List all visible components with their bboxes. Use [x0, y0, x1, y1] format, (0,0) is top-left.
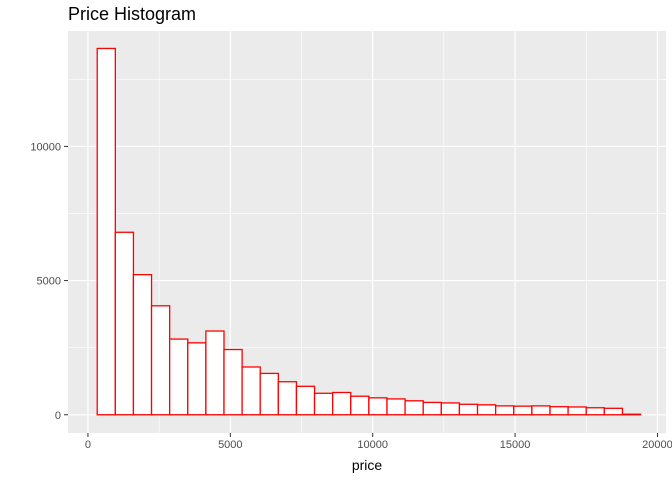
histogram-bar: [495, 405, 515, 416]
histogram-bar: [368, 397, 388, 416]
histogram-bar: [150, 305, 171, 416]
chart-title: Price Histogram: [68, 4, 197, 24]
histogram-bar: [114, 231, 135, 416]
x-axis-title: price: [352, 457, 383, 473]
y-tick-label: 0: [55, 410, 61, 422]
histogram-bar: [404, 400, 424, 416]
histogram-bar: [313, 392, 334, 416]
histogram-bar: [513, 405, 533, 416]
x-tick-label: 20000: [642, 439, 672, 451]
histogram-bar: [567, 406, 587, 416]
histogram-bar: [476, 404, 497, 416]
histogram-bar: [332, 391, 352, 416]
x-tick-label: 5000: [218, 439, 242, 451]
histogram-bars: [96, 47, 642, 416]
histogram-bar: [205, 330, 225, 416]
histogram-bar: [458, 403, 479, 416]
x-tick-label: 0: [85, 439, 91, 451]
histogram-bar: [585, 407, 605, 416]
histogram-bar: [96, 47, 116, 416]
histogram-bar: [132, 274, 153, 416]
x-tick-label: 15000: [500, 439, 531, 451]
histogram-bar: [603, 407, 624, 416]
histogram-bar: [422, 401, 442, 416]
histogram-bar: [223, 348, 243, 416]
histogram-bar: [440, 402, 461, 416]
y-axis: 0 5000 10000: [30, 141, 68, 422]
y-tick-label: 5000: [37, 276, 61, 288]
histogram-bar: [350, 395, 370, 416]
y-tick-label: 10000: [30, 141, 61, 153]
histogram-bar: [386, 398, 406, 416]
histogram-bar: [621, 413, 642, 416]
histogram-bar: [241, 366, 261, 416]
histogram-bar: [187, 342, 207, 416]
histogram-bar: [277, 381, 298, 416]
x-axis: 0 5000 10000 15000 20000: [85, 433, 672, 451]
histogram-bar: [259, 372, 279, 416]
histogram-bar: [549, 406, 569, 416]
histogram-bar: [531, 405, 551, 416]
histogram-bar: [295, 385, 316, 416]
x-tick-label: 10000: [357, 439, 388, 451]
histogram-bar: [169, 338, 189, 416]
